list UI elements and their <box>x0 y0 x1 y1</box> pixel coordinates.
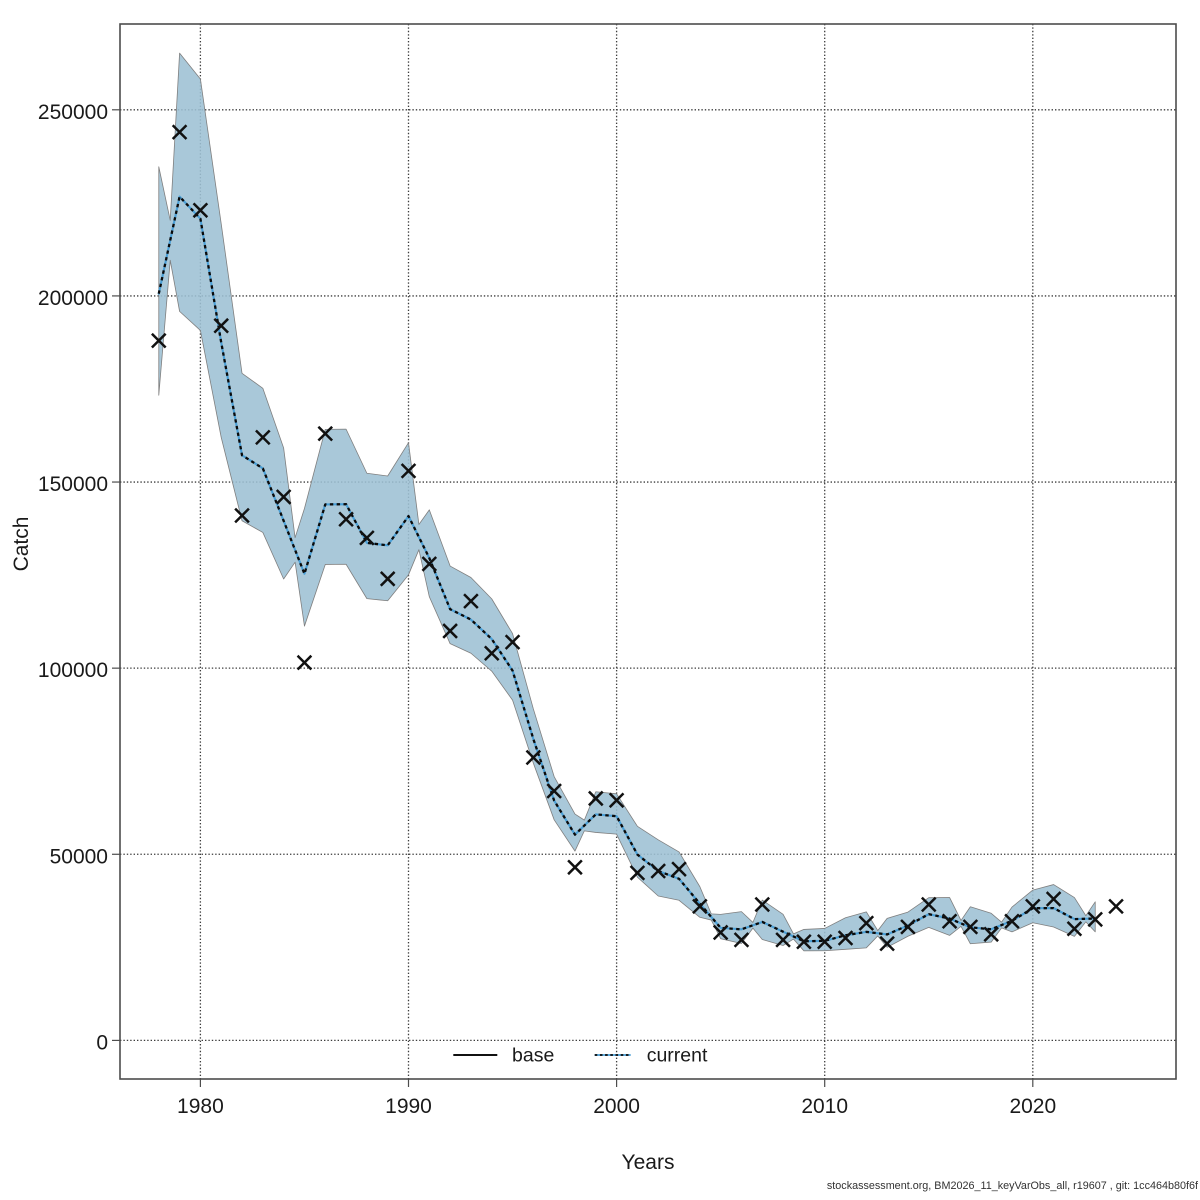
svg-text:1990: 1990 <box>385 1095 432 1118</box>
svg-text:200000: 200000 <box>38 287 108 310</box>
svg-text:2020: 2020 <box>1009 1095 1056 1118</box>
svg-text:2010: 2010 <box>801 1095 848 1118</box>
svg-text:150000: 150000 <box>38 473 108 496</box>
svg-text:100000: 100000 <box>38 659 108 682</box>
svg-text:base: base <box>512 1045 554 1067</box>
svg-text:2000: 2000 <box>593 1095 640 1118</box>
svg-text:current: current <box>647 1045 708 1067</box>
svg-text:0: 0 <box>96 1031 108 1054</box>
svg-text:250000: 250000 <box>38 101 108 124</box>
svg-text:50000: 50000 <box>50 845 108 868</box>
svg-text:1980: 1980 <box>177 1095 224 1118</box>
